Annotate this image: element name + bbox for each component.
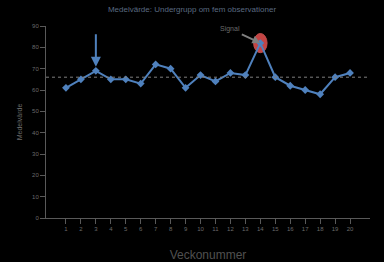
svg-text:17: 17 [302, 226, 309, 232]
svg-text:70: 70 [32, 66, 39, 72]
svg-text:19: 19 [332, 226, 339, 232]
svg-text:11: 11 [212, 226, 219, 232]
svg-text:16: 16 [287, 226, 294, 232]
svg-text:15: 15 [272, 226, 279, 232]
svg-text:30: 30 [32, 151, 39, 157]
svg-text:13: 13 [242, 226, 249, 232]
svg-text:6: 6 [139, 226, 143, 232]
svg-text:18: 18 [317, 226, 324, 232]
svg-text:5: 5 [124, 226, 128, 232]
svg-text:9: 9 [184, 226, 188, 232]
svg-text:Medelvärde: Undergrupp om fem: Medelvärde: Undergrupp om fem observatio… [108, 5, 276, 14]
svg-text:80: 80 [32, 44, 39, 50]
svg-text:7: 7 [154, 226, 158, 232]
svg-text:0: 0 [35, 215, 39, 221]
svg-text:20: 20 [32, 172, 39, 178]
svg-text:4: 4 [109, 226, 113, 232]
svg-text:14: 14 [257, 226, 264, 232]
svg-text:90: 90 [32, 23, 39, 29]
svg-text:8: 8 [169, 226, 173, 232]
svg-text:2: 2 [79, 226, 83, 232]
svg-text:Medelvärde: Medelvärde [16, 104, 23, 141]
svg-text:10: 10 [32, 194, 39, 200]
svg-text:10: 10 [197, 226, 204, 232]
svg-text:Veckonummer: Veckonummer [170, 248, 247, 262]
svg-text:12: 12 [227, 226, 234, 232]
svg-text:3: 3 [94, 226, 98, 232]
svg-text:Signal: Signal [220, 25, 240, 33]
svg-text:50: 50 [32, 108, 39, 114]
svg-text:40: 40 [32, 130, 39, 136]
svg-text:1: 1 [64, 226, 68, 232]
svg-text:60: 60 [32, 87, 39, 93]
svg-text:20: 20 [347, 226, 354, 232]
